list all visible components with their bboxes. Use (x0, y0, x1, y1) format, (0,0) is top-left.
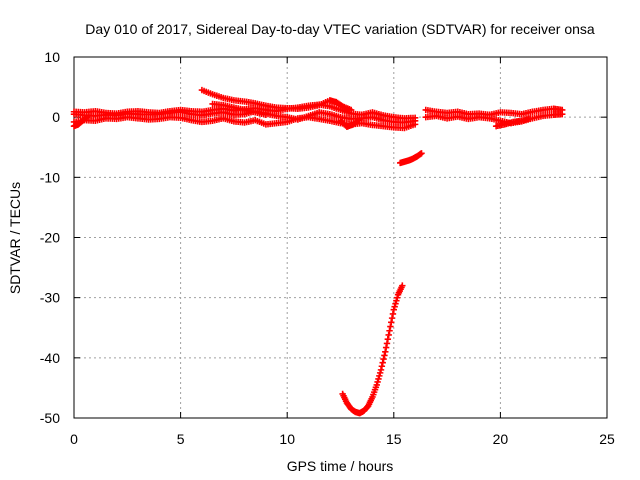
series-deep-arc (339, 282, 406, 417)
data-point (375, 375, 382, 383)
data-point (382, 348, 389, 356)
data-point (391, 303, 398, 310)
x-axis-title: GPS time / hours (287, 458, 394, 474)
data-point (389, 310, 397, 318)
data-point (527, 115, 534, 122)
data-point (356, 116, 363, 123)
series-mid-dip (337, 116, 363, 130)
series-ridge-lower (209, 100, 270, 118)
data-point (393, 297, 400, 304)
data-point (390, 306, 397, 313)
data-point (381, 352, 388, 359)
x-tick-label: 10 (279, 431, 295, 447)
data-point (559, 110, 566, 118)
data-point (380, 355, 387, 363)
data-point (388, 319, 395, 326)
data-point (374, 378, 381, 386)
series-late-dip (492, 115, 534, 130)
data-point (347, 106, 355, 114)
x-tick-label: 25 (599, 431, 615, 447)
x-tick-label: 5 (177, 431, 185, 447)
data-point (385, 331, 392, 339)
data-point (376, 372, 383, 380)
data-point (262, 111, 270, 118)
y-tick-label: -40 (40, 350, 60, 366)
chart-title: Day 010 of 2017, Sidereal Day-to-day VTE… (85, 21, 595, 37)
data-point (383, 340, 391, 347)
x-tick-label: 15 (386, 431, 402, 447)
x-tick-labels: 0 5 10 15 20 25 (70, 431, 615, 447)
series-short-arc (396, 150, 425, 167)
x-tick-label: 20 (493, 431, 509, 447)
data-point (379, 359, 386, 366)
data-point (355, 117, 362, 124)
x-tick-label: 0 (70, 431, 78, 447)
y-tick-label: 0 (52, 109, 60, 125)
data-point (392, 300, 399, 307)
data-point (382, 344, 390, 351)
data-point (373, 381, 380, 389)
data-point (399, 282, 406, 289)
data-point (411, 114, 419, 121)
axis-ticks (73, 56, 608, 419)
y-tick-label: -50 (40, 410, 60, 426)
data-point (377, 366, 385, 374)
data-point (384, 335, 392, 343)
data-point (388, 314, 396, 322)
data-points (70, 86, 566, 417)
y-tick-label: -10 (40, 169, 60, 185)
y-tick-label: 10 (44, 49, 60, 65)
data-point (376, 369, 384, 377)
data-point (378, 363, 386, 370)
y-axis-title: SDTVAR / TECUs (7, 182, 23, 294)
series-late-band-a (422, 105, 566, 118)
data-point (394, 294, 401, 301)
data-point (411, 121, 419, 128)
data-point (418, 150, 425, 157)
data-point (386, 327, 393, 334)
data-point (83, 113, 90, 121)
series-early-drop (70, 113, 90, 130)
data-point (387, 323, 394, 330)
y-tick-label: -20 (40, 230, 60, 246)
series-ridge-upper (198, 86, 355, 114)
y-tick-labels: -50 -40 -30 -20 -10 0 10 (40, 49, 60, 426)
y-tick-label: -30 (40, 290, 60, 306)
